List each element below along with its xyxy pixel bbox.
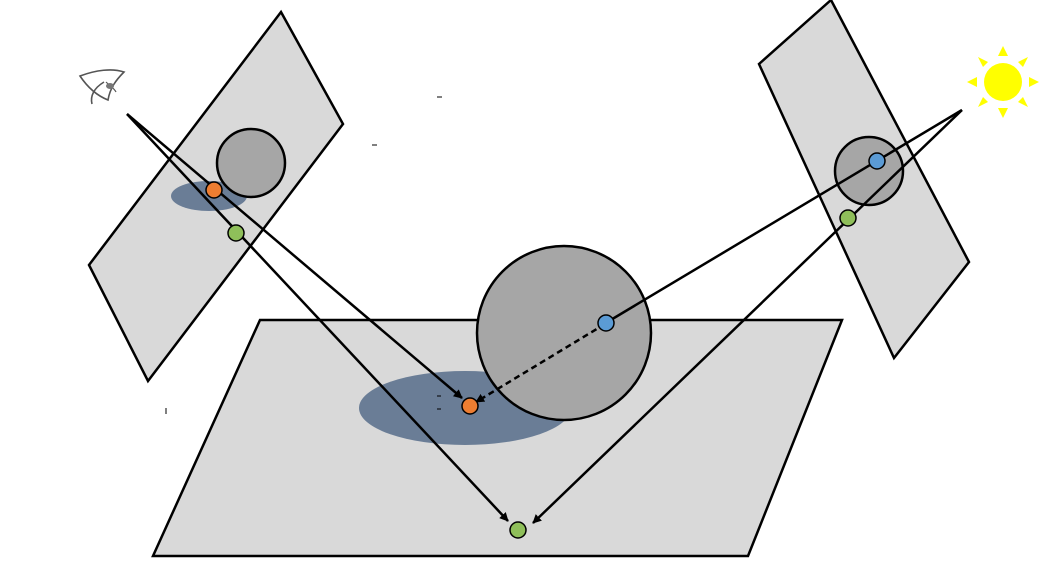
occlusion-ray-dashed (475, 322, 606, 404)
light-plane-sphere-point (868, 152, 886, 170)
light-ray-to-lit-point (532, 109, 963, 524)
eye-icon (78, 69, 126, 105)
sun-icon (967, 46, 1039, 118)
light-plane-lit-point (839, 209, 857, 227)
camera-plane-sphere (215, 127, 287, 199)
ground-lit-point (509, 521, 527, 539)
eye-ray-to-lit-point (126, 113, 509, 522)
light-image-plane (757, 0, 971, 361)
main-sphere (475, 244, 653, 422)
stray-marks (165, 96, 442, 414)
light-ray-to-sphere (603, 108, 963, 326)
camera-plane-lit-point (227, 224, 245, 242)
ground-shadow-point (461, 397, 479, 415)
camera-plane-shadow-point (205, 181, 223, 199)
light-plane-sphere (833, 135, 905, 207)
eye-ray-to-shadow-point (126, 113, 463, 399)
sphere-surface-point (597, 314, 615, 332)
